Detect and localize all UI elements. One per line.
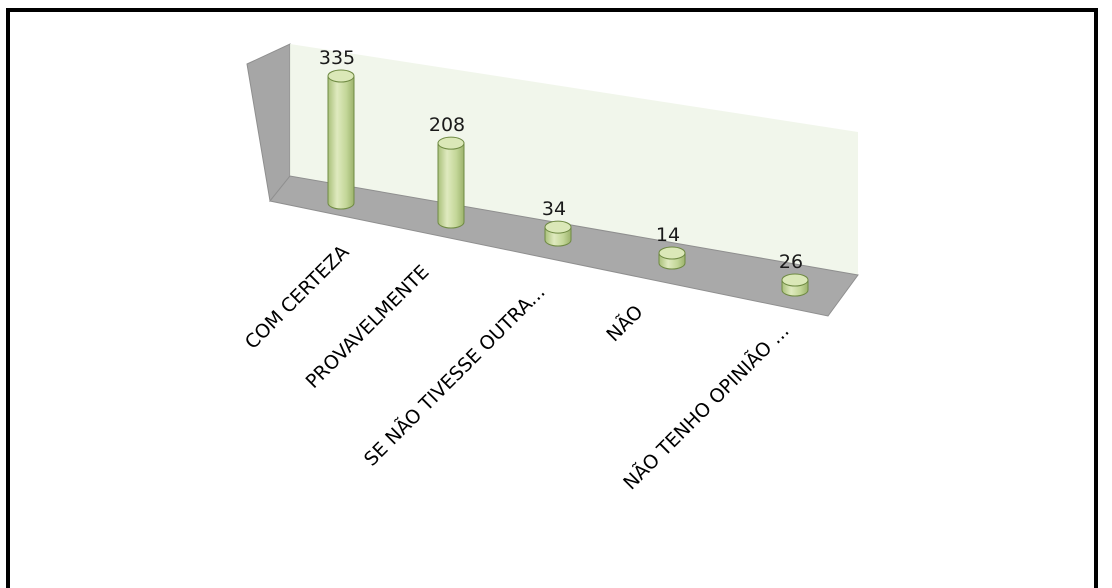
bar-top [658,246,686,260]
data-label-5: 26 [779,251,803,273]
bar-5 [781,273,809,297]
bar-top [544,220,572,234]
data-label-4: 14 [656,224,680,246]
floor [269,175,859,317]
bar-top [781,273,809,287]
bar-3 [544,220,572,247]
data-label-2: 208 [429,114,465,136]
category-label-1: COM CERTEZA [241,241,354,354]
bar-top [327,69,355,83]
bar-2 [437,136,465,229]
side-wall [246,43,291,203]
data-label-1: 335 [319,47,355,69]
bar-1 [327,69,355,210]
back-wall [290,44,858,275]
data-label-3: 34 [542,198,566,220]
bar-top [437,136,465,150]
category-label-4: NÃO [602,300,648,346]
bar-body [327,75,355,210]
bar-4 [658,246,686,270]
category-label-5: NÃO TENHO OPINIÃO ... [618,319,793,494]
bar-body [437,142,465,229]
